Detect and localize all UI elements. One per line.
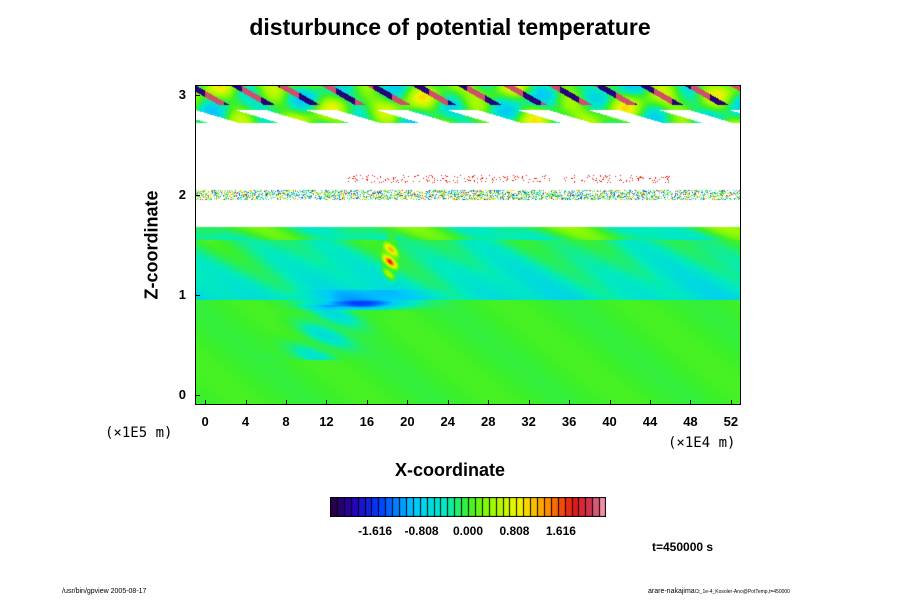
y-tick-label: 0 bbox=[178, 387, 186, 402]
y-tick-label: 1 bbox=[178, 287, 186, 302]
footer-right-main: arare-nakajima bbox=[648, 588, 695, 595]
x-tick-label: 40 bbox=[602, 414, 617, 429]
x-tick-label: 8 bbox=[282, 414, 290, 429]
plot-frame bbox=[195, 85, 741, 405]
x-tick-mark bbox=[528, 400, 530, 405]
footer-right-small: Ct_1e-4_Kosoler-Ano@PotTemp,t=450000 bbox=[694, 589, 790, 595]
x-tick-mark bbox=[609, 400, 611, 405]
x-tick-mark bbox=[205, 400, 207, 405]
x-tick-mark bbox=[447, 400, 449, 405]
y-tick-mark bbox=[195, 195, 200, 196]
x-tick-mark bbox=[286, 400, 287, 405]
colorbar-tick-label: 0.000 bbox=[452, 524, 484, 538]
x-tick-label: 44 bbox=[642, 414, 658, 429]
x-tick-mark bbox=[366, 400, 368, 405]
x-tick-mark bbox=[326, 400, 328, 405]
chart-title: disturbunce of potential temperature bbox=[249, 14, 651, 40]
heatmap-field bbox=[195, 85, 741, 405]
y-tick-mark bbox=[195, 395, 200, 396]
x-tick-label: 0 bbox=[201, 414, 209, 429]
x-scale-label: (×1E4 m) bbox=[668, 435, 736, 451]
footer-left: /usr/bin/gpview 2005-08-17 bbox=[62, 588, 147, 595]
x-tick-label: 48 bbox=[683, 414, 698, 429]
footer-right: arare-nakajimaCt_1e-4_Kosoler-Ano@PotTem… bbox=[648, 588, 790, 595]
colorbar-tick-label: -1.616 bbox=[358, 524, 393, 538]
y-tick-label: 2 bbox=[178, 187, 186, 202]
y-tick-mark bbox=[195, 95, 200, 96]
colorbar-tick-label: -0.808 bbox=[404, 524, 439, 538]
x-tick-mark bbox=[650, 400, 651, 405]
x-tick-mark bbox=[690, 400, 692, 405]
x-tick-label: 36 bbox=[561, 414, 577, 429]
colorbar-tick-label: 1.616 bbox=[545, 524, 576, 538]
x-tick-mark bbox=[407, 400, 409, 405]
colorbar-tick-label: 0.808 bbox=[499, 524, 530, 538]
x-tick-label: 20 bbox=[400, 414, 415, 429]
x-tick-label: 24 bbox=[440, 414, 455, 429]
x-tick-label: 32 bbox=[521, 414, 536, 429]
x-tick-mark bbox=[245, 400, 247, 405]
x-axis-label: X-coordinate bbox=[394, 460, 505, 480]
z-scale-label: (×1E5 m) bbox=[105, 425, 173, 441]
x-tick-mark bbox=[488, 400, 490, 405]
x-tick-label: 16 bbox=[359, 414, 375, 429]
x-tick-label: 12 bbox=[319, 414, 334, 429]
x-tick-mark bbox=[730, 400, 732, 405]
y-tick-mark bbox=[195, 295, 200, 296]
x-tick-label: 4 bbox=[241, 414, 250, 429]
y-axis-label: Z-coordinate bbox=[141, 190, 162, 300]
time-stamp: t=450000 s bbox=[652, 540, 714, 554]
colorbar bbox=[330, 497, 606, 517]
x-tick-mark bbox=[569, 400, 571, 405]
x-tick-label: 28 bbox=[480, 414, 496, 429]
y-tick-label: 3 bbox=[178, 87, 186, 102]
x-tick-label: 52 bbox=[723, 414, 739, 429]
